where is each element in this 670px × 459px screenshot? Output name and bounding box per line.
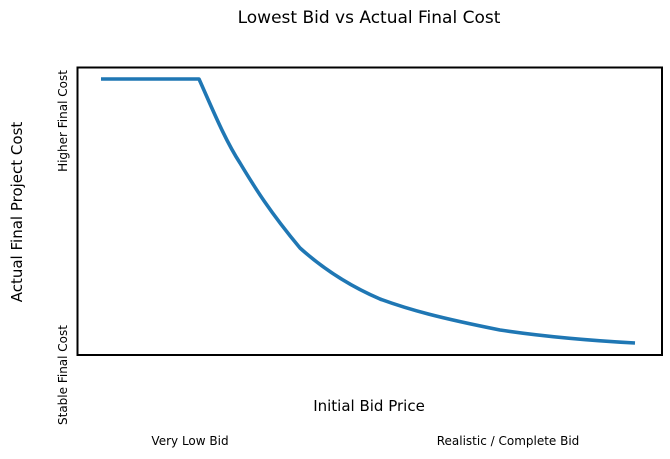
chart-title: Lowest Bid vs Actual Final Cost bbox=[237, 8, 501, 28]
x-axis-label: Initial Bid Price bbox=[313, 397, 425, 415]
x-tick-label-very-low-bid: Very Low Bid bbox=[151, 434, 229, 448]
axes-frame bbox=[76, 66, 663, 356]
x-tick-label-realistic-bid: Realistic / Complete Bid bbox=[436, 434, 580, 448]
final-cost-line bbox=[101, 77, 636, 345]
